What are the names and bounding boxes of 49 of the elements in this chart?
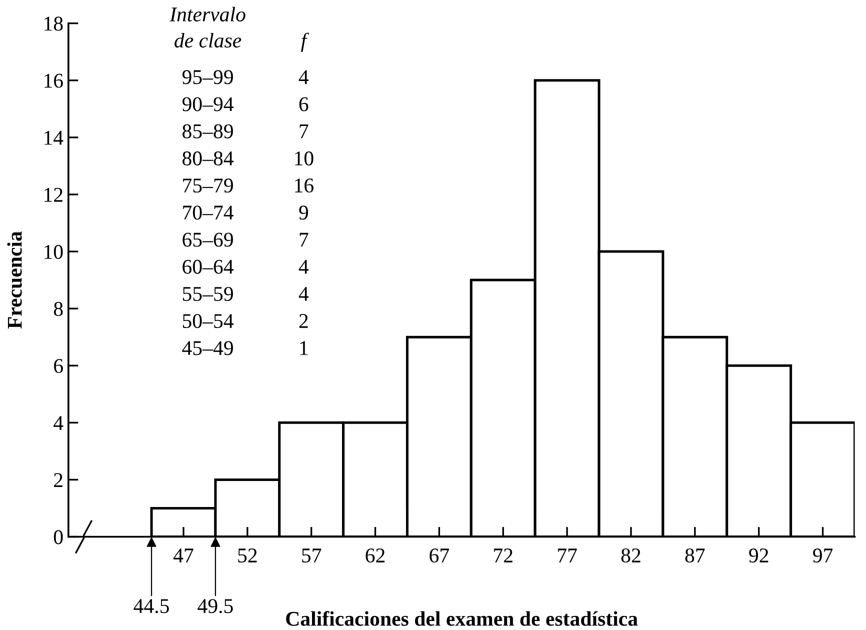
y-tick-label: 10 [44,244,63,259]
x-tick-label: 97 [813,548,833,563]
y-tick-label: 6 [54,359,63,374]
annotation: 85–89 [182,124,233,138]
y-tick-label: 18 [44,16,63,31]
x-tick-label: 72 [494,548,512,562]
x-tick-label: 52 [238,548,257,563]
annotation: 9 [299,206,308,220]
annotation: 70–74 [183,206,234,220]
x-tick-label: 77 [558,548,577,562]
annotation: 7 [300,124,308,138]
annotation: 45–49 [182,341,233,356]
annotation: 4 [298,260,309,274]
annotation: 90–94 [182,97,234,112]
annotation: 4 [298,287,309,301]
annotation: 65–69 [182,232,233,247]
x-tick-label: 62 [366,548,385,563]
annotation: 55–59 [182,286,233,301]
annotation: 50–54 [182,314,234,328]
y-axis-title: Frecuencia [7,231,22,329]
x-tick-label: 47 [173,548,194,562]
annotation: 16 [295,178,314,193]
y-tick-label: 12 [44,188,62,202]
x-tick-label: 57 [302,548,322,563]
annotation: 95–99 [182,70,233,84]
annotation: 6 [299,97,308,112]
annotation: 10 [295,151,314,166]
x-axis-title: Calificaciones del examen de estadística [286,610,638,626]
y-tick-label: 16 [44,74,63,88]
annotation: 60–64 [182,260,234,274]
annotation: 49.5 [198,599,233,614]
annotation: 44.5 [134,599,169,614]
x-tick-label: 67 [430,548,450,563]
x-tick-label: 82 [621,548,640,563]
annotation: 80–84 [182,151,234,166]
annotation: f [301,32,309,52]
annotation: 2 [299,314,308,328]
annotation: Intervalo de clase [170,6,246,48]
annotation: 7 [300,232,308,247]
annotation: 4 [298,70,309,84]
annotation: 75–79 [183,178,233,193]
annotation: 1 [300,341,308,355]
y-tick-label: 4 [54,416,64,430]
y-tick-label: 14 [44,130,64,145]
y-tick-label: 2 [54,473,62,487]
y-tick-label: 0 [54,530,63,544]
y-tick-label: 8 [54,302,63,316]
x-tick-label: 87 [685,548,705,563]
x-tick-label: 92 [749,548,768,563]
